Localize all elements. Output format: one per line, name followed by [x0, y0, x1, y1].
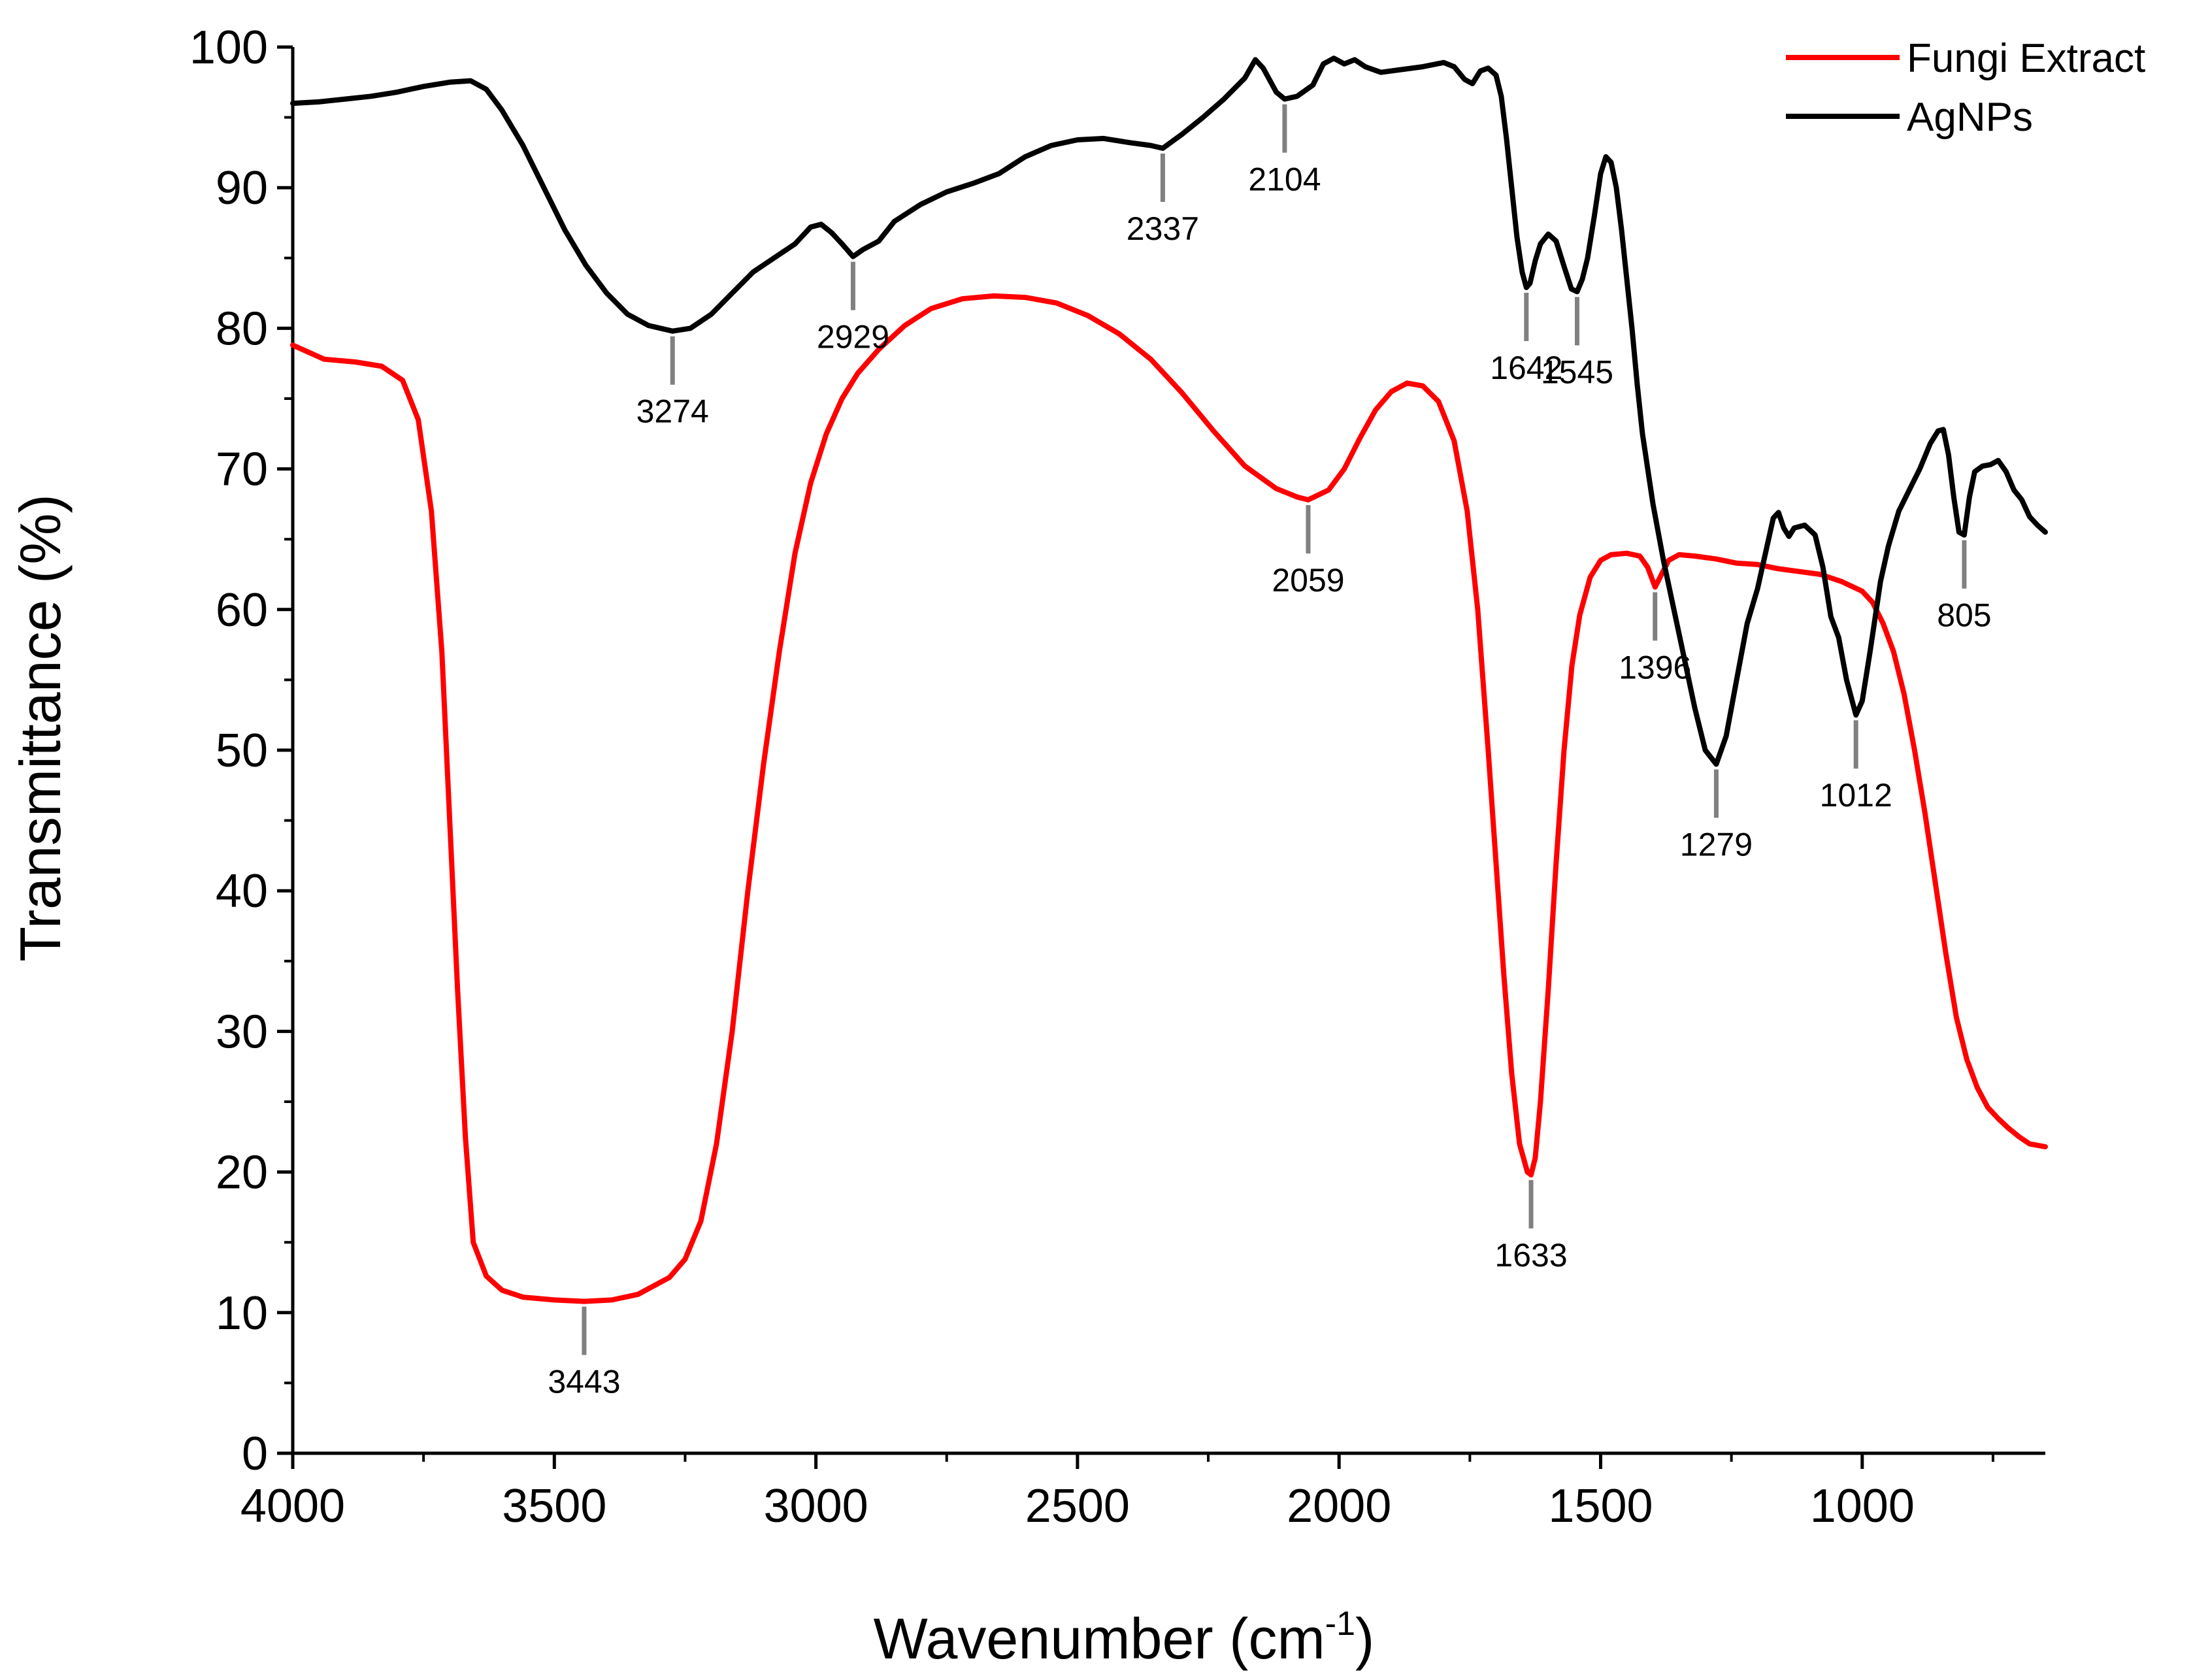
peak-label-3274: 3274 [636, 393, 709, 430]
y-tick-label-60: 60 [216, 584, 268, 636]
x-tick-label-2500: 2500 [1025, 1480, 1130, 1532]
peak-label-805: 805 [1937, 597, 1991, 634]
legend: Fungi Extract AgNPs [1786, 36, 2145, 140]
peak-label-1633: 1633 [1494, 1237, 1567, 1274]
y-tick-label-40: 40 [216, 865, 268, 917]
x-tick-label-3500: 3500 [502, 1480, 606, 1532]
peak-label-2104: 2104 [1248, 161, 1321, 198]
peak-label-1012: 1012 [1820, 777, 1892, 814]
peak-label-1642: 1642 [1490, 350, 1562, 386]
series-layer [290, 56, 2048, 1304]
x-axis-title-superscript: -1 [1325, 1605, 1355, 1643]
peak-label-2337: 2337 [1127, 210, 1199, 247]
x-tick-label-2000: 2000 [1287, 1480, 1391, 1532]
peak-label-3443: 3443 [548, 1364, 620, 1400]
peak-label-1396: 1396 [1619, 649, 1691, 685]
series-line-agnps [290, 56, 2048, 767]
x-tick-label-1000: 1000 [1810, 1480, 1915, 1532]
y-axis: 0 10 20 30 40 50 60 70 80 90 100 [190, 22, 293, 1480]
x-tick-label-3000: 3000 [764, 1480, 868, 1532]
x-axis-title: Wavenumber (cm-1) [874, 1605, 1375, 1671]
y-tick-label-20: 20 [216, 1147, 268, 1199]
legend-label-fungi-extract: Fungi Extract [1907, 36, 2145, 81]
y-tick-label-90: 90 [216, 162, 268, 214]
x-axis-title-main: Wavenumber (cm [874, 1606, 1325, 1671]
peak-label-1279: 1279 [1680, 827, 1753, 863]
peak-label-1545: 1545 [1541, 354, 1613, 390]
y-tick-label-10: 10 [216, 1287, 268, 1340]
peak-label-2929: 2929 [817, 319, 889, 355]
y-tick-label-30: 30 [216, 1006, 268, 1058]
series-line-fungi-extract [290, 293, 2048, 1304]
y-tick-label-80: 80 [216, 303, 268, 355]
y-tick-label-50: 50 [216, 725, 268, 777]
x-tick-label-1500: 1500 [1548, 1480, 1653, 1532]
peak-label-2059: 2059 [1272, 562, 1344, 599]
x-axis: 4000 3500 3000 2500 2000 1500 1000 [240, 1453, 1994, 1532]
plot-area [291, 47, 2045, 1455]
x-axis-title-close: ) [1355, 1606, 1374, 1671]
y-tick-label-0: 0 [242, 1428, 268, 1480]
y-axis-title: Transmittance (%) [8, 494, 73, 962]
y-tick-label-70: 70 [216, 444, 268, 496]
y-tick-label-100: 100 [190, 22, 268, 74]
x-tick-label-4000: 4000 [240, 1480, 345, 1532]
legend-label-agnps: AgNPs [1907, 95, 2033, 140]
